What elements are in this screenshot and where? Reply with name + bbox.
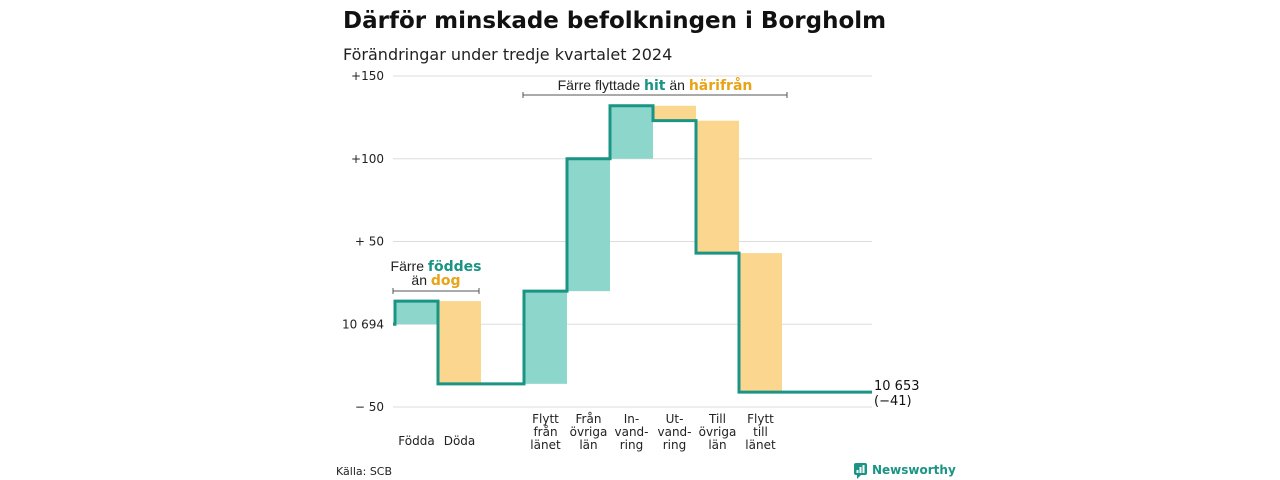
x-category-label: Födda bbox=[398, 434, 434, 448]
bar-flytt-till-länet bbox=[739, 253, 782, 393]
x-axis-categories: Födda Döda Flytt från länet Från övriga länIn-v… bbox=[398, 412, 776, 452]
x-category-label: Från övriga län bbox=[570, 412, 608, 452]
x-category-label: Flytt till länet bbox=[745, 412, 776, 452]
step-line bbox=[393, 104, 872, 394]
x-category-label: In-vand-ring bbox=[614, 412, 648, 452]
births-annotation-line1: Färre föddes bbox=[391, 258, 482, 275]
y-tick-label: 10 694 bbox=[342, 317, 384, 331]
newsworthy-logo: Newsworthy bbox=[854, 463, 956, 479]
chart-title: Därför minskade befolkningen i Borgholm bbox=[343, 8, 886, 34]
brand-name: Newsworthy bbox=[872, 463, 956, 477]
x-category-label: Ut-vand-ring bbox=[657, 412, 691, 452]
y-tick-label: +150 bbox=[351, 69, 384, 83]
x-category-label: Döda bbox=[444, 434, 476, 448]
end-value-label: 10 653 bbox=[874, 379, 920, 394]
y-tick-label: +100 bbox=[351, 152, 384, 166]
y-tick-label: − 50 bbox=[355, 400, 384, 414]
bar-döda bbox=[438, 301, 481, 384]
bars bbox=[395, 105, 782, 393]
source-note: Källa: SCB bbox=[336, 465, 392, 478]
births-annotation: Färre föddes än dog bbox=[391, 258, 482, 294]
end-change-label: (−41) bbox=[874, 394, 912, 409]
x-category-label: Till övriga län bbox=[699, 412, 737, 452]
bar-ut--vand--ring bbox=[653, 105, 696, 121]
chart-subtitle: Förändringar under tredje kvartalet 2024 bbox=[343, 45, 672, 64]
bar-chart-speech-icon bbox=[854, 463, 867, 479]
moves-annotation-text: Färre flyttade hit än härifrån bbox=[558, 77, 753, 94]
bar-till-övriga-län bbox=[696, 120, 739, 254]
births-annotation-line2: än dog bbox=[411, 272, 460, 289]
bar-födda bbox=[395, 301, 438, 325]
bar-in--vand--ring bbox=[610, 105, 653, 159]
moves-annotation: Färre flyttade hit än härifrån bbox=[522, 77, 788, 98]
bar-från-övriga-län bbox=[567, 158, 610, 292]
y-axis-ticks: +150 +100 + 50 10 694 − 50 bbox=[342, 69, 384, 414]
x-category-label: Flytt från länet bbox=[530, 412, 561, 452]
y-tick-label: + 50 bbox=[355, 235, 384, 249]
bar-flytt-från-länet bbox=[524, 291, 567, 384]
